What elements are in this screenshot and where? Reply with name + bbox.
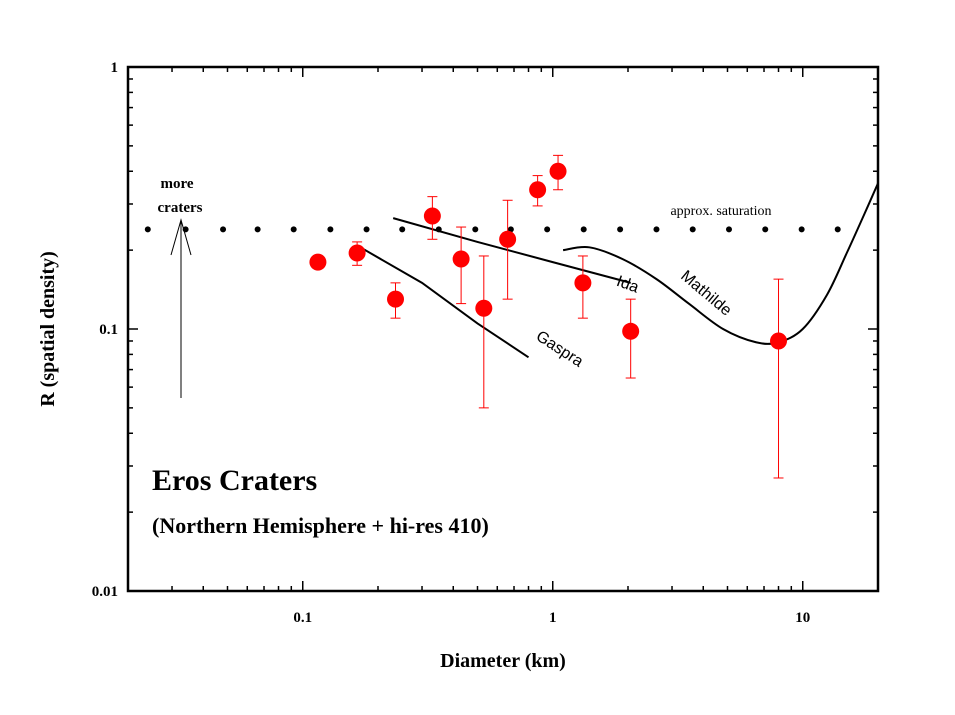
saturation-dot [544, 226, 551, 233]
saturation-dot [617, 226, 624, 233]
data-point [499, 230, 517, 248]
curve-label-gaspra: Gaspra [533, 328, 586, 371]
x-tick-label: 10 [795, 610, 810, 626]
saturation-dot [327, 226, 334, 233]
saturation-line [144, 226, 841, 233]
chart-subtitle: (Northern Hemisphere + hi-res 410) [152, 513, 489, 538]
annotation-more: more [160, 176, 193, 192]
chart-title: Eros Craters [152, 464, 317, 497]
data-point [770, 332, 788, 350]
saturation-dot [472, 226, 479, 233]
saturation-dot [507, 226, 514, 233]
saturation-dot [725, 226, 732, 233]
x-axis-ticks: 0.1 1 10 [127, 67, 879, 626]
saturation-dot [689, 226, 696, 233]
x-tick-label: 0.1 [293, 610, 312, 626]
data-point [475, 299, 493, 317]
saturation-dot [798, 226, 805, 233]
data-point [309, 253, 327, 271]
curve-gaspra [359, 246, 530, 359]
curve-mathilde [562, 182, 879, 345]
data-point [529, 181, 547, 199]
y-tick-label: 1 [111, 60, 119, 76]
y-tick-label: 0.01 [92, 584, 118, 600]
saturation-dot [580, 226, 587, 233]
annotation-arrow-head [170, 218, 192, 256]
saturation-label: approx. saturation [670, 204, 771, 219]
y-axis-ticks: 0.01 0.1 1 [92, 60, 878, 600]
y-tick-label: 0.1 [99, 322, 118, 338]
annotation-craters: craters [158, 200, 203, 216]
data-point [452, 250, 470, 268]
curve-label-mathilde: Mathilde [677, 268, 734, 320]
data-point [423, 207, 441, 225]
reference-curves [359, 182, 879, 359]
x-tick-label: 1 [549, 610, 557, 626]
data-points [309, 154, 788, 479]
saturation-dot [762, 226, 769, 233]
data-point [574, 274, 592, 292]
curve-label-ida: Ida [614, 273, 641, 297]
data-point [387, 290, 405, 308]
saturation-dot [254, 226, 261, 233]
y-axis-label: R (spatial density) [37, 251, 59, 407]
data-point [348, 244, 366, 262]
data-point [622, 322, 640, 340]
x-axis-label: Diameter (km) [440, 650, 566, 672]
saturation-dot [144, 226, 151, 233]
saturation-dot [290, 226, 297, 233]
curve-ida [392, 217, 631, 284]
saturation-dot [834, 226, 841, 233]
saturation-dot [399, 226, 406, 233]
data-point [549, 162, 567, 180]
saturation-dot [653, 226, 660, 233]
saturation-dot [220, 226, 227, 233]
saturation-dot [363, 226, 370, 233]
